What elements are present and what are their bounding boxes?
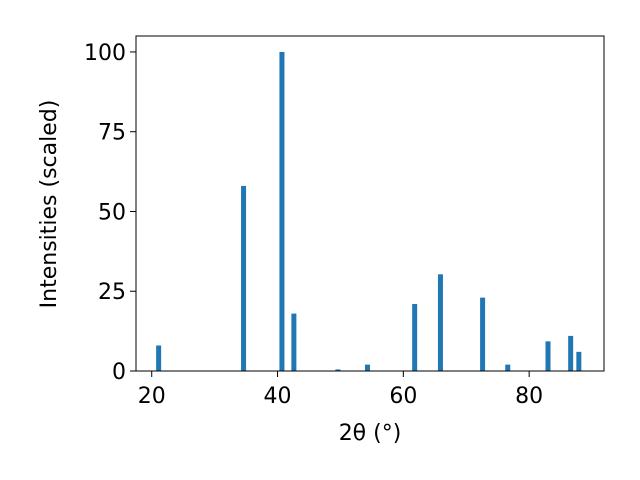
x-tick-label: 60: [389, 384, 417, 409]
bar: [480, 297, 486, 371]
plot-frame: [135, 35, 605, 372]
x-tick-label: 40: [264, 384, 292, 409]
bar: [437, 274, 443, 371]
y-tick-label: 50: [98, 200, 126, 225]
bar: [576, 351, 582, 371]
bar: [505, 364, 511, 371]
y-tick-label: 25: [98, 280, 126, 305]
bar: [568, 335, 574, 371]
x-axis-label: 2θ (°): [339, 421, 402, 446]
bar: [156, 345, 162, 371]
bar: [279, 51, 285, 371]
bar: [364, 364, 370, 371]
bar: [335, 369, 341, 371]
y-axis-label: Intensities (scaled): [37, 100, 62, 309]
bar: [291, 313, 297, 371]
x-tick-label: 20: [138, 384, 166, 409]
y-tick-label: 0: [112, 360, 126, 385]
x-tick-label: 80: [515, 384, 543, 409]
y-tick-label: 100: [84, 41, 126, 66]
y-tick-label: 75: [98, 121, 126, 146]
bar: [241, 185, 247, 371]
bar: [412, 304, 418, 371]
bar: [545, 341, 551, 371]
